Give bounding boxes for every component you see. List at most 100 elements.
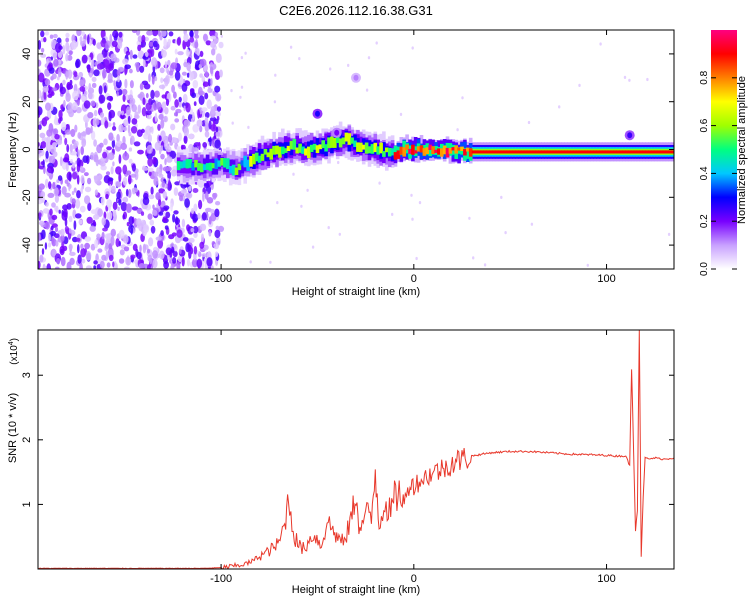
noise-speck — [170, 105, 176, 111]
noise-speck — [181, 71, 187, 76]
noise-speck — [192, 111, 195, 121]
noise-speck — [156, 101, 162, 111]
spectrogram-ylabel: Frequency (Hz) — [7, 112, 19, 188]
noise-speck — [193, 245, 198, 255]
noise-speck — [204, 116, 209, 126]
noise-speck — [65, 41, 70, 52]
noise-speck — [76, 157, 81, 167]
ridge-cell — [333, 138, 337, 148]
noise-speck — [68, 228, 72, 234]
noise-speck — [140, 211, 145, 216]
faint-speck — [327, 226, 330, 230]
noise-speck — [174, 112, 178, 117]
noise-speck — [170, 62, 178, 70]
ridge-cell — [321, 140, 325, 149]
noise-speck — [198, 95, 205, 106]
noise-speck — [112, 125, 117, 131]
noise-speck — [118, 154, 122, 164]
noise-speck — [203, 182, 210, 189]
ridge-cell — [627, 150, 632, 154]
noise-speck — [204, 92, 209, 100]
noise-speck — [56, 37, 62, 44]
noise-speck — [147, 213, 153, 220]
ridge-cell — [538, 150, 542, 154]
noise-speck — [202, 191, 205, 202]
noise-speck — [159, 250, 165, 260]
noise-speck — [46, 263, 51, 269]
noise-speck — [53, 128, 59, 136]
ridge-cell — [468, 148, 473, 157]
noise-speck — [60, 256, 66, 267]
ridge-cell — [197, 162, 201, 171]
noise-speck — [64, 129, 72, 135]
noise-speck — [102, 227, 108, 232]
spectrogram-xlabel: Height of straight line (km) — [292, 286, 420, 298]
ridge-cell — [587, 150, 591, 154]
noise-speck — [55, 240, 59, 247]
noise-speck — [141, 107, 147, 117]
spectrogram-ticks: -100 0 100 -40 -20 0 20 40 — [21, 30, 674, 285]
noise-speck — [213, 131, 217, 139]
noise-speck — [123, 246, 130, 252]
noise-speck — [38, 160, 41, 169]
noise-speck — [103, 211, 107, 220]
noise-speck — [76, 175, 80, 185]
noise-speck — [118, 68, 121, 76]
noise-speck — [40, 53, 46, 58]
noise-speck — [152, 209, 158, 216]
noise-speck — [61, 121, 67, 132]
colorbar-tick-label: 0.8 — [699, 70, 710, 84]
ridge-cell — [387, 147, 392, 157]
noise-speck — [94, 175, 101, 185]
noise-speck — [178, 132, 182, 142]
ridge-cell — [604, 150, 609, 154]
ridge-cell — [515, 150, 519, 154]
noise-speck — [207, 88, 213, 93]
noise-speck — [53, 187, 59, 197]
ridge-cell — [382, 151, 386, 157]
ridge-cell — [382, 142, 386, 157]
noise-speck — [178, 101, 182, 108]
noise-speck — [38, 260, 41, 269]
noise-speck — [159, 67, 165, 74]
noise-speck — [172, 213, 176, 223]
noise-speck — [154, 112, 158, 123]
noise-speck — [171, 232, 177, 237]
noise-speck — [125, 50, 131, 56]
faint-speck — [411, 217, 414, 221]
noise-speck — [174, 48, 178, 55]
noise-speck — [64, 217, 68, 227]
noise-speck — [170, 123, 176, 131]
noise-speck — [178, 96, 182, 103]
noise-speck — [193, 232, 198, 238]
noise-speck — [68, 172, 72, 182]
ridge-cell — [590, 150, 594, 154]
noise-speck — [199, 241, 205, 249]
noise-speck — [161, 49, 167, 58]
noise-speck — [145, 110, 152, 116]
ridge-cell — [214, 158, 219, 170]
noise-speck — [93, 260, 98, 265]
noise-speck — [116, 91, 119, 97]
faint-speck — [240, 56, 244, 60]
noise-speck — [80, 165, 83, 171]
faint-speck — [329, 67, 332, 71]
noise-speck — [170, 264, 175, 269]
noise-speck — [152, 204, 155, 210]
noise-speck — [62, 79, 66, 86]
noise-speck — [181, 218, 186, 228]
noise-speck — [208, 120, 212, 130]
faint-speck — [311, 245, 315, 249]
ridge-cell — [304, 148, 308, 156]
faint-speck — [558, 105, 561, 109]
faint-speck — [378, 181, 381, 185]
noise-speck — [53, 33, 58, 39]
noise-speck — [142, 196, 150, 206]
noise-speck — [50, 225, 54, 231]
noise-speck — [127, 188, 132, 198]
noise-speck — [116, 75, 121, 83]
faint-speck — [347, 63, 350, 67]
noise-speck — [96, 42, 102, 49]
faint-speck — [367, 56, 371, 60]
noise-speck — [40, 30, 45, 38]
